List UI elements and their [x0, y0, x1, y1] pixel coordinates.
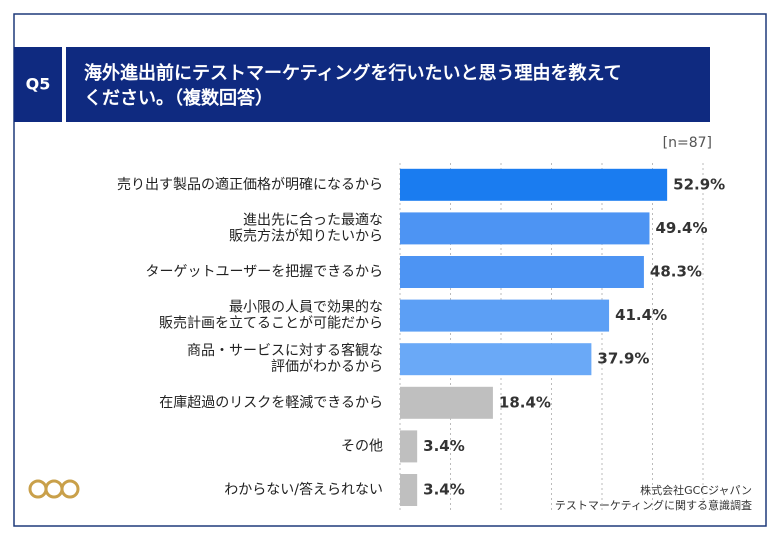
- question-box: [14, 47, 62, 122]
- category-line: その他: [341, 438, 383, 454]
- value-label: 48.3%: [650, 263, 702, 281]
- value-label: 18.4%: [499, 393, 551, 411]
- category-label: 商品・サービスに対する客観な評価がわかるから: [187, 342, 383, 375]
- category-label: わからない/答えられない: [224, 481, 383, 498]
- bar: [400, 256, 644, 288]
- value-label: 41.4%: [615, 306, 667, 324]
- bar: [400, 474, 418, 506]
- value-label: 3.4%: [423, 437, 465, 455]
- category-line: ターゲットユーザーを把握できるから: [146, 264, 383, 280]
- sample-size: [n=87]: [663, 135, 712, 151]
- category-label: 最小限の人員で効果的な販売計画を立てることが可能だから: [159, 300, 383, 332]
- bar: [400, 299, 610, 332]
- title-line: 海外進出前にテストマーケティングを行いたいと思う理由を教えて: [84, 62, 622, 84]
- category-line: 販売計画を立てることが可能だから: [159, 316, 383, 332]
- category-line: 販売方法が知りたいから: [229, 227, 383, 244]
- bar: [400, 430, 418, 463]
- logo: [28, 479, 80, 499]
- question-label: Q5: [26, 75, 51, 94]
- category-line: 売り出す製品の適正価格が明確になるから: [117, 176, 383, 193]
- value-label: 37.9%: [597, 350, 649, 368]
- title-line: ください。（複数回答）: [84, 87, 273, 109]
- category-line: わからない/答えられない: [224, 481, 383, 498]
- source-line: 株式会社GCCジャパン: [640, 483, 752, 497]
- logo-ring: [60, 479, 80, 499]
- category-label: その他: [341, 438, 383, 454]
- source-line: テストマーケティングに関する意識調査: [555, 498, 752, 512]
- value-label: 52.9%: [673, 175, 725, 193]
- category-line: 最小限の人員で効果的な: [229, 300, 383, 316]
- category-label: 在庫超過のリスクを軽減できるから: [159, 394, 383, 411]
- value-label: 49.4%: [655, 219, 707, 237]
- category-label: 進出先に合った最適な販売方法が知りたいから: [229, 211, 383, 244]
- bar: [400, 386, 493, 419]
- value-label: 3.4%: [423, 481, 465, 499]
- bar: [400, 343, 592, 376]
- category-line: 進出先に合った最適な: [243, 211, 383, 228]
- title-box: [66, 47, 710, 122]
- bar: [400, 212, 650, 245]
- category-label: 売り出す製品の適正価格が明確になるから: [117, 176, 383, 193]
- bar: [400, 168, 668, 201]
- category-line: 商品・サービスに対する客観な: [187, 342, 383, 359]
- category-label: ターゲットユーザーを把握できるから: [146, 264, 383, 280]
- category-line: 在庫超過のリスクを軽減できるから: [159, 394, 383, 411]
- category-line: 評価がわかるから: [271, 359, 383, 375]
